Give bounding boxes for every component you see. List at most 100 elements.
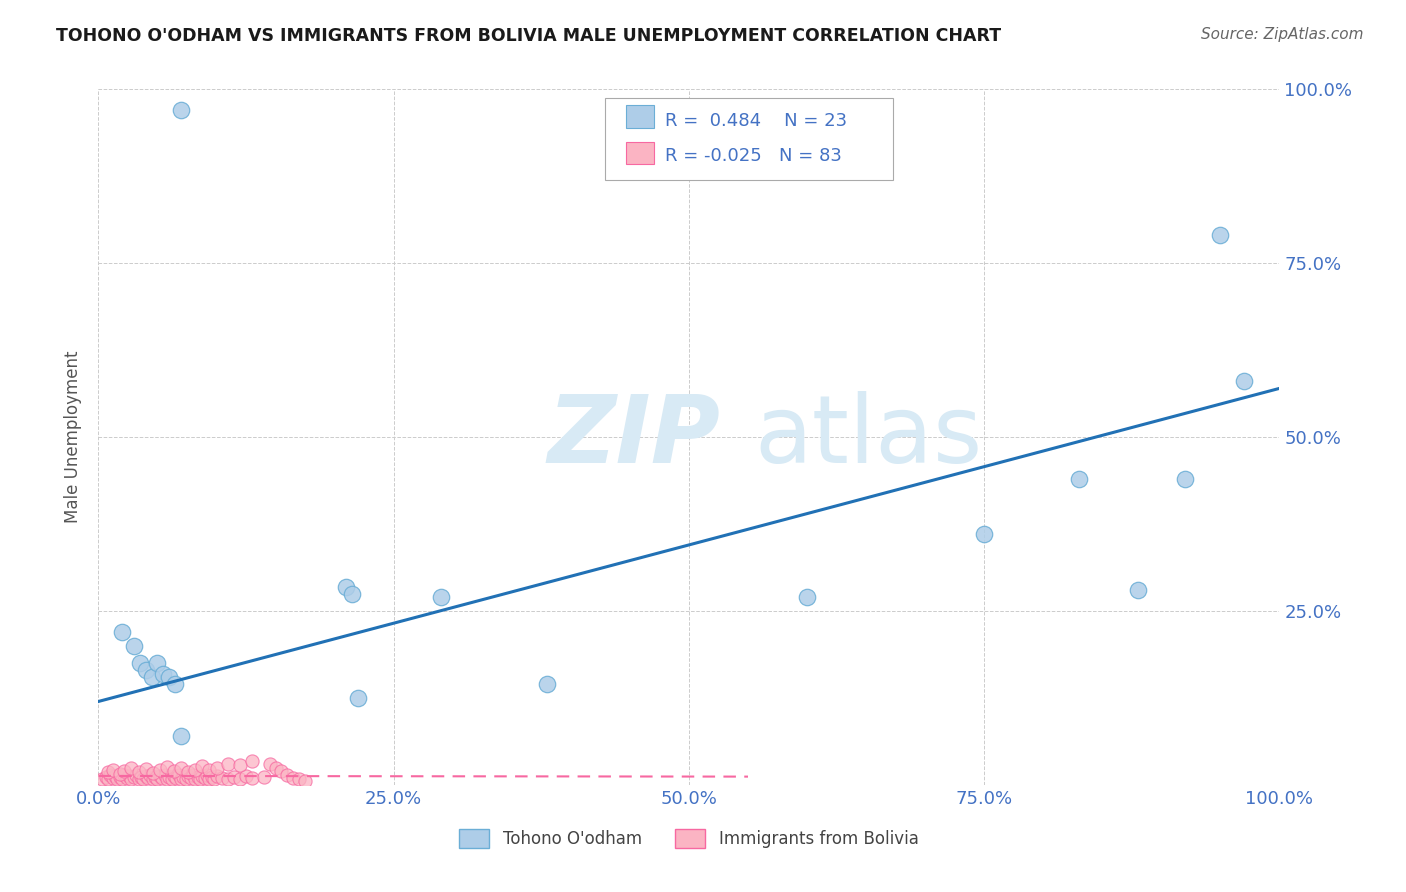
Point (98, 767, 121, 781)
Point (142, 772, 165, 786)
Point (97, 765, 120, 780)
Text: atlas: atlas (754, 391, 983, 483)
Point (229, 758, 252, 772)
Y-axis label: Male Unemployment: Male Unemployment (65, 351, 83, 524)
Point (156, 772, 179, 786)
Point (160, 772, 183, 787)
Point (201, 770, 224, 784)
Point (194, 771, 217, 785)
Text: Source: ZipAtlas.com: Source: ZipAtlas.com (1201, 27, 1364, 42)
Text: ZIP: ZIP (547, 391, 720, 483)
Point (177, 765, 200, 780)
Point (136, 771, 159, 785)
Point (146, 657, 169, 671)
Point (91, 772, 114, 787)
Point (139, 768, 162, 782)
Point (157, 770, 180, 784)
Point (111, 624, 134, 639)
Point (170, 772, 193, 786)
Point (536, 677, 558, 691)
Point (97, 772, 120, 786)
Point (240, 754, 263, 768)
Point (283, 771, 305, 785)
Point (128, 657, 150, 671)
Point (342, 587, 364, 601)
Point (174, 772, 197, 787)
Point (191, 759, 214, 773)
Point (165, 771, 187, 785)
Point (335, 580, 357, 594)
Point (170, 729, 193, 743)
Point (112, 764, 135, 778)
Point (202, 772, 225, 787)
Point (108, 767, 131, 781)
Point (184, 763, 207, 777)
Point (149, 769, 172, 783)
Point (101, 763, 124, 777)
Point (195, 768, 218, 782)
Text: R =  0.484    N = 23: R = 0.484 N = 23 (665, 112, 848, 129)
Point (187, 770, 209, 784)
Point (146, 772, 169, 787)
Point (142, 766, 165, 780)
Point (115, 771, 138, 785)
Text: TOHONO O'ODHAM VS IMMIGRANTS FROM BOLIVIA MALE UNEMPLOYMENT CORRELATION CHART: TOHONO O'ODHAM VS IMMIGRANTS FROM BOLIVI… (56, 27, 1001, 45)
Point (163, 769, 186, 783)
Point (198, 772, 221, 786)
Legend: Tohono O'odham, Immigrants from Bolivia: Tohono O'odham, Immigrants from Bolivia (451, 821, 927, 856)
Point (172, 770, 194, 784)
Point (288, 772, 311, 787)
Point (217, 757, 239, 772)
Point (1209, 228, 1232, 243)
Point (217, 772, 239, 786)
Point (111, 772, 134, 786)
Point (188, 772, 211, 787)
Point (135, 663, 157, 677)
Point (264, 760, 287, 774)
Point (128, 764, 150, 779)
Point (259, 757, 281, 772)
Point (181, 768, 204, 782)
Point (157, 670, 180, 684)
Point (347, 690, 370, 705)
Point (94, 770, 117, 784)
Point (170, 103, 193, 117)
Point (191, 769, 214, 783)
Point (177, 769, 200, 783)
Point (129, 770, 152, 784)
Point (135, 769, 157, 783)
Point (270, 764, 292, 778)
Point (132, 772, 155, 787)
Point (1174, 472, 1197, 486)
Point (149, 764, 172, 778)
Point (205, 760, 228, 774)
Point (153, 768, 176, 782)
Point (122, 770, 145, 784)
Point (1067, 472, 1090, 486)
Point (224, 770, 246, 784)
Point (165, 677, 187, 691)
Point (973, 527, 995, 541)
Point (430, 590, 453, 604)
Point (108, 770, 131, 784)
Point (101, 771, 124, 785)
Point (122, 639, 145, 653)
Point (205, 769, 228, 783)
Point (167, 768, 190, 782)
Point (184, 772, 207, 786)
Point (253, 770, 276, 784)
Point (229, 772, 252, 787)
Point (1233, 375, 1256, 389)
Point (152, 666, 174, 681)
Point (240, 771, 263, 785)
Point (198, 764, 221, 778)
Point (276, 767, 298, 781)
Point (112, 768, 135, 782)
Point (121, 772, 143, 787)
Text: R = -0.025   N = 83: R = -0.025 N = 83 (665, 147, 842, 165)
Point (143, 770, 166, 784)
Point (235, 769, 257, 783)
Point (105, 772, 128, 787)
Point (135, 762, 157, 776)
Point (170, 761, 193, 775)
